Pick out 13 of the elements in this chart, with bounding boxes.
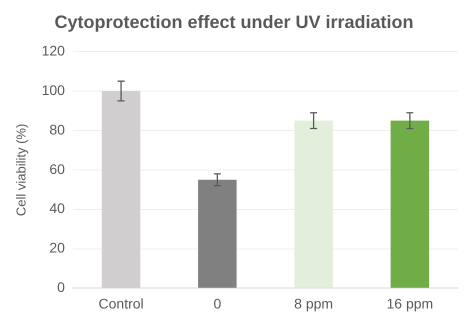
y-axis-title: Cell viability (%) — [13, 124, 28, 216]
y-tick-label: 40 — [49, 200, 66, 216]
y-tick-label: 100 — [42, 82, 66, 98]
x-tick-label: 8 ppm — [294, 295, 334, 312]
y-tick-label: 120 — [42, 42, 66, 58]
y-tick-label: 20 — [49, 240, 66, 256]
y-tick-label: 60 — [49, 160, 66, 177]
y-tick-label: 80 — [49, 121, 66, 138]
x-tick-label: 0 — [213, 295, 222, 312]
x-tick-label: 16 ppm — [386, 295, 434, 312]
chart-title: Cytoprotection effect under UV irradiation — [54, 12, 414, 32]
x-tick-label: Control — [98, 295, 144, 312]
y-tick-label: 0 — [57, 279, 66, 296]
